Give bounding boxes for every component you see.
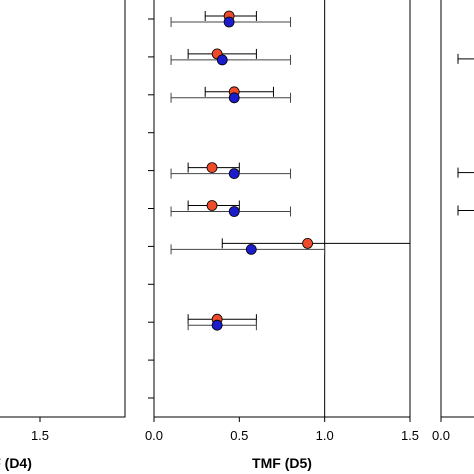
- panel-d5-x-ticks: 0.0 0.5 1.0 1.5: [145, 417, 419, 443]
- x-tick-label: 1.0: [316, 428, 334, 443]
- x-tick-label: 1.5: [401, 428, 419, 443]
- x-tick-label: 0.0: [145, 428, 163, 443]
- blue-point: [228, 168, 240, 180]
- panel-d6-x-ticks: 0.0: [432, 417, 450, 443]
- panel-d4-x-ticks: 1.01.5: [31, 417, 49, 443]
- panel-d5-y-ticks: [148, 18, 154, 399]
- red-point: [206, 200, 218, 211]
- blue-point: [228, 206, 240, 217]
- panel-d5: 0.0 0.5 1.0 1.5 TMF (D5): [145, 0, 419, 471]
- panel-d4-x-axis-label: TMF (D4): [0, 455, 32, 471]
- panel-d5-frame: [153, 0, 411, 418]
- panel-d5-points: [206, 10, 314, 331]
- x-tick-label: 0.5: [230, 428, 248, 443]
- blue-point: [223, 16, 235, 28]
- panel-d6: 0.0: [432, 0, 474, 443]
- panel-d6-error-bar-stubs: [457, 53, 474, 216]
- panel-d5-x-axis-label: TMF (D5): [252, 455, 312, 471]
- panel-d6-frame: [440, 0, 474, 418]
- blue-point: [216, 54, 228, 66]
- panel-d4: 1.01.5 TMF (D4): [0, 0, 126, 471]
- x-tick-label: 1.5: [31, 428, 49, 443]
- panel-d5-error-bars: [170, 11, 411, 331]
- blue-point: [245, 243, 257, 255]
- blue-point: [228, 92, 240, 104]
- red-point: [206, 162, 218, 174]
- blue-point: [211, 319, 223, 331]
- panel-d4-frame: [0, 0, 126, 418]
- x-tick-label: 0.0: [432, 428, 450, 443]
- red-point: [302, 237, 314, 249]
